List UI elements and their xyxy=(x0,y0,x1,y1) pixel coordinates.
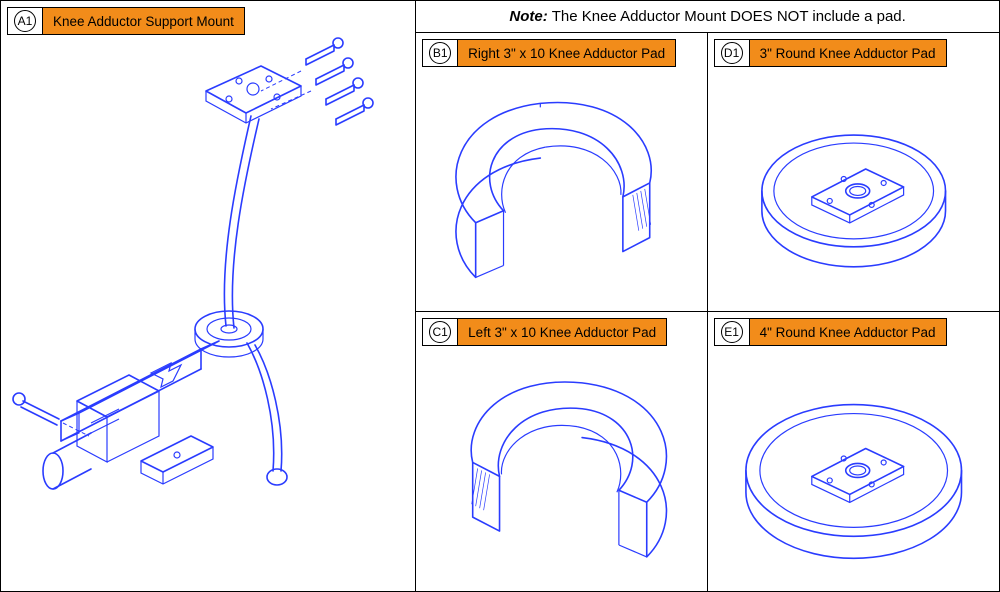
drawing-e1 xyxy=(708,312,999,591)
drawing-b1 xyxy=(416,33,706,311)
tag-b1: B1 Right 3" x 10 Knee Adductor Pad xyxy=(422,39,676,67)
panel-e1: E1 4" Round Knee Adductor Pad xyxy=(708,312,999,591)
tag-c1: C1 Left 3" x 10 Knee Adductor Pad xyxy=(422,318,667,346)
tag-code: D1 xyxy=(721,42,743,64)
panel-c1: C1 Left 3" x 10 Knee Adductor Pad xyxy=(416,312,707,591)
tag-label-a1: Knee Adductor Support Mount xyxy=(43,7,245,35)
tag-badge-a1: A1 xyxy=(7,7,43,35)
note-label: Note: xyxy=(509,8,547,25)
right-panel: Note: The Knee Adductor Mount DOES NOT i… xyxy=(416,1,999,591)
panel-d1: D1 3" Round Knee Adductor Pad xyxy=(708,33,999,312)
panel-a1: A1 Knee Adductor Support Mount xyxy=(1,1,416,591)
diagram-sheet: A1 Knee Adductor Support Mount xyxy=(0,0,1000,592)
tag-label-d1: 3" Round Knee Adductor Pad xyxy=(750,39,947,67)
tag-label-c1: Left 3" x 10 Knee Adductor Pad xyxy=(458,318,667,346)
tag-d1: D1 3" Round Knee Adductor Pad xyxy=(714,39,947,67)
drawing-c1 xyxy=(416,312,706,591)
tag-badge-e1: E1 xyxy=(714,318,750,346)
tag-e1: E1 4" Round Knee Adductor Pad xyxy=(714,318,947,346)
tag-label-b1: Right 3" x 10 Knee Adductor Pad xyxy=(458,39,676,67)
tag-code: A1 xyxy=(14,10,36,32)
panel-grid: B1 Right 3" x 10 Knee Adductor Pad xyxy=(416,33,999,591)
note-text: The Knee Adductor Mount DOES NOT include… xyxy=(552,8,906,25)
tag-code: C1 xyxy=(429,321,451,343)
tag-a1: A1 Knee Adductor Support Mount xyxy=(7,7,245,35)
tag-label-e1: 4" Round Knee Adductor Pad xyxy=(750,318,947,346)
tag-code: B1 xyxy=(429,42,451,64)
tag-badge-d1: D1 xyxy=(714,39,750,67)
panel-b1: B1 Right 3" x 10 Knee Adductor Pad xyxy=(416,33,707,312)
tag-code: E1 xyxy=(721,321,743,343)
tag-badge-c1: C1 xyxy=(422,318,458,346)
tag-badge-b1: B1 xyxy=(422,39,458,67)
drawing-d1 xyxy=(708,33,999,311)
note-bar: Note: The Knee Adductor Mount DOES NOT i… xyxy=(416,1,999,33)
drawing-a1 xyxy=(1,1,415,591)
